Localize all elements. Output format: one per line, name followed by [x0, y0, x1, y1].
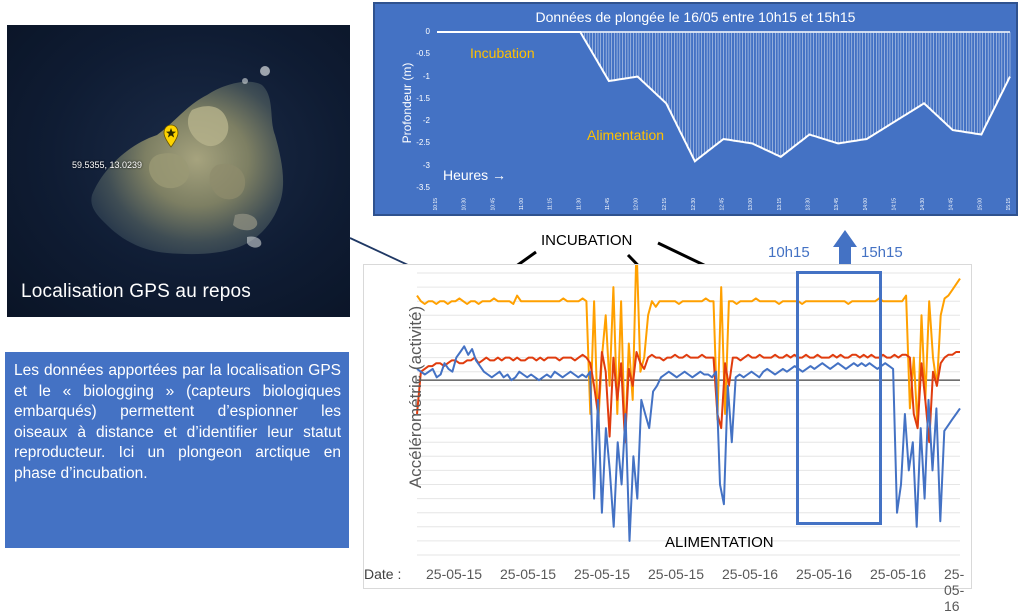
acc-x-tick: 25-05-15	[500, 566, 557, 582]
acc-x-tick: 25-05-16	[796, 566, 853, 582]
dive-x-axis-label: Heures →	[443, 167, 507, 183]
date-label: Date :	[364, 566, 402, 582]
dive-x-tick: 10:30	[462, 198, 468, 211]
dive-x-tick: 14:15	[891, 198, 897, 211]
dive-y-tick: -2.5	[416, 138, 430, 148]
end-time-label: 15h15	[861, 244, 903, 261]
gps-pin-icon	[163, 124, 179, 148]
dive-x-tick: 14:30	[920, 198, 926, 211]
accelerometer-chart: Accélérométrie (activité) Date : 25-05-1…	[363, 264, 972, 614]
dive-x-tick: 11:15	[548, 198, 554, 210]
island-map	[91, 66, 284, 255]
dive-x-tick: 12:15	[662, 198, 668, 211]
dive-plot: 10:15 10:30 10:45 11:00 11:15 11:30 11:45 12:00…	[433, 31, 1012, 211]
acc-x-tick: 25-05-16	[722, 566, 779, 582]
gps-coordinates: 59.5355, 13.0239	[72, 160, 143, 170]
dive-depth-line	[437, 31, 1011, 163]
dive-x-tick: 13:15	[777, 198, 783, 211]
description-text: Les données apportées par la localisatio…	[14, 362, 341, 482]
up-arrow-icon	[833, 230, 857, 265]
dive-x-tick: 15:15	[1006, 198, 1012, 211]
dive-x-tick: 12:00	[634, 198, 640, 211]
dive-x-tick: 12:30	[691, 198, 697, 211]
dive-x-tick: 14:45	[949, 198, 955, 211]
dive-y-tick: -3.5	[416, 183, 430, 192]
description-box: Les données apportées par la localisatio…	[5, 352, 349, 548]
dive-annotation-incubation: Incubation	[470, 45, 535, 61]
acc-x-tick: 25-05-16	[944, 566, 965, 614]
dive-x-tick: 15:00	[977, 198, 983, 211]
dive-y-tick: -1	[422, 71, 430, 81]
alimentation-label: ALIMENTATION	[665, 534, 774, 551]
dive-x-tick: 11:45	[605, 198, 611, 210]
dive-x-tick: 10:45	[490, 198, 496, 211]
acc-x-tick: 25-05-15	[574, 566, 631, 582]
dive-x-tick: 10:15	[433, 198, 439, 211]
accelerometer-plot	[416, 265, 961, 556]
dive-chart-panel: Données de plongée le 16/05 entre 10h15 …	[373, 2, 1018, 216]
dive-x-tick: 14:00	[863, 198, 869, 211]
acc-series-line-0	[416, 265, 961, 444]
dive-x-tick: 11:30	[576, 198, 582, 210]
acc-x-tick: 25-05-16	[870, 566, 927, 582]
acc-series-line-1	[416, 351, 960, 444]
dive-x-tick: 13:30	[805, 198, 811, 211]
dive-annotation-alimentation: Alimentation	[587, 127, 665, 143]
dive-x-tick: 13:45	[834, 198, 840, 211]
dive-chart-title: Données de plongée le 16/05 entre 10h15 …	[535, 9, 856, 25]
dive-y-tick: -1.5	[416, 93, 430, 103]
satellite-caption: Localisation GPS au repos	[21, 281, 251, 302]
dive-y-tick: -2	[422, 116, 430, 126]
incubation-label: INCUBATION	[541, 232, 633, 249]
dive-y-tick: -3	[422, 160, 430, 170]
dive-y-tick: -0.5	[416, 49, 430, 59]
dive-x-tick: 11:00	[519, 198, 525, 210]
accelerometer-y-axis-label: Accélérométrie (activité)	[406, 305, 425, 489]
acc-x-tick: 25-05-15	[648, 566, 705, 582]
dive-x-tick: 13:00	[748, 198, 754, 211]
start-time-label: 10h15	[768, 244, 810, 261]
dive-y-tick: 0	[425, 27, 430, 36]
acc-x-tick: 25-05-15	[426, 566, 483, 582]
dive-x-tick: 12:45	[720, 198, 726, 211]
satellite-image: 59.5355, 13.0239 Localisation GPS au rep…	[7, 25, 350, 317]
acc-series-line-2	[416, 345, 961, 542]
time-window-highlight	[796, 271, 882, 525]
